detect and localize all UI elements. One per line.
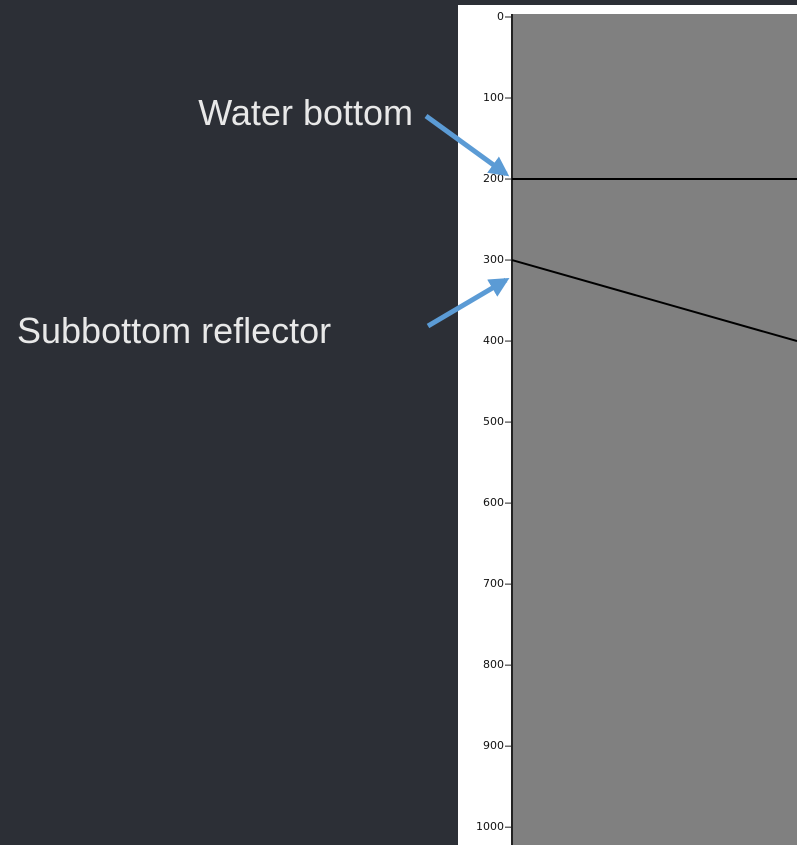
y-tick-label: 800 — [483, 658, 504, 671]
y-tick-label: 500 — [483, 415, 504, 428]
y-tick-label: 900 — [483, 739, 504, 752]
plot-area — [512, 14, 797, 845]
arrow — [424, 113, 510, 177]
annotation: Water bottom — [198, 92, 413, 133]
arrow — [426, 277, 510, 329]
y-tick-label: 100 — [483, 91, 504, 104]
y-tick-label: 1000 — [476, 820, 504, 833]
annotation: Subbottom reflector — [17, 310, 331, 351]
y-tick-label: 600 — [483, 496, 504, 509]
y-tick-label: 0 — [497, 10, 504, 23]
y-tick-label: 400 — [483, 334, 504, 347]
y-tick-label: 700 — [483, 577, 504, 590]
reflector — [511, 259, 797, 343]
y-tick-label: 200 — [483, 172, 504, 185]
y-tick-label: 300 — [483, 253, 504, 266]
